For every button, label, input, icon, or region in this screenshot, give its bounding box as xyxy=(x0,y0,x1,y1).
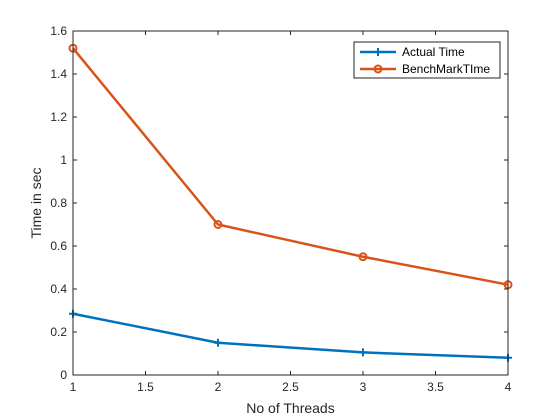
y-axis-label: Time in sec xyxy=(28,167,44,238)
legend-marker xyxy=(374,48,382,56)
data-point xyxy=(214,338,222,347)
axes-layer: 1 1.5 2 2.5 3 3.5 4 0 0.2 0.4 0.6 0.8 1 1.2 1.4 1.6 xyxy=(50,24,511,394)
x-tick-label: 3 xyxy=(360,380,367,394)
legend-label: Actual Time xyxy=(402,45,465,59)
data-point xyxy=(358,252,368,262)
y-tick-label: 0 xyxy=(60,368,67,382)
plot-area xyxy=(73,31,508,375)
y-tick-label: 1 xyxy=(60,153,67,167)
x-tick-label: 2 xyxy=(215,380,222,394)
y-tick-label: 0.2 xyxy=(50,325,67,339)
y-tick-label: 1.2 xyxy=(50,110,67,124)
legend-label: BenchMarkTIme xyxy=(402,62,490,76)
legend: Actual Time BenchMarkTIme xyxy=(353,41,501,79)
x-tick-label: 2.5 xyxy=(282,380,299,394)
legend-marker xyxy=(373,64,383,74)
y-tick-label: 0.4 xyxy=(50,282,67,296)
data-point xyxy=(359,348,367,357)
x-tick-label: 1.5 xyxy=(137,380,154,394)
y-tick-label: 0.6 xyxy=(50,239,67,253)
x-tick-label: 1 xyxy=(70,380,77,394)
data-point xyxy=(213,220,223,229)
y-tick-label: 1.6 xyxy=(50,24,67,38)
x-axis-label: No of Threads xyxy=(246,400,334,416)
x-tick-label: 4 xyxy=(505,380,512,394)
series-line-1 xyxy=(72,312,509,360)
series-line-2 xyxy=(72,47,509,286)
x-tick-label: 3.5 xyxy=(427,380,444,394)
y-tick-label: 0.8 xyxy=(50,196,67,210)
y-tick-label: 1.4 xyxy=(50,67,67,81)
